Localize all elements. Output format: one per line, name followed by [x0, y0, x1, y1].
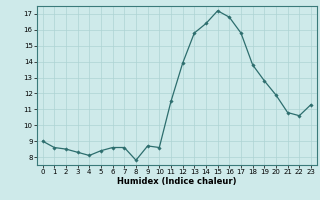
X-axis label: Humidex (Indice chaleur): Humidex (Indice chaleur) — [117, 177, 236, 186]
